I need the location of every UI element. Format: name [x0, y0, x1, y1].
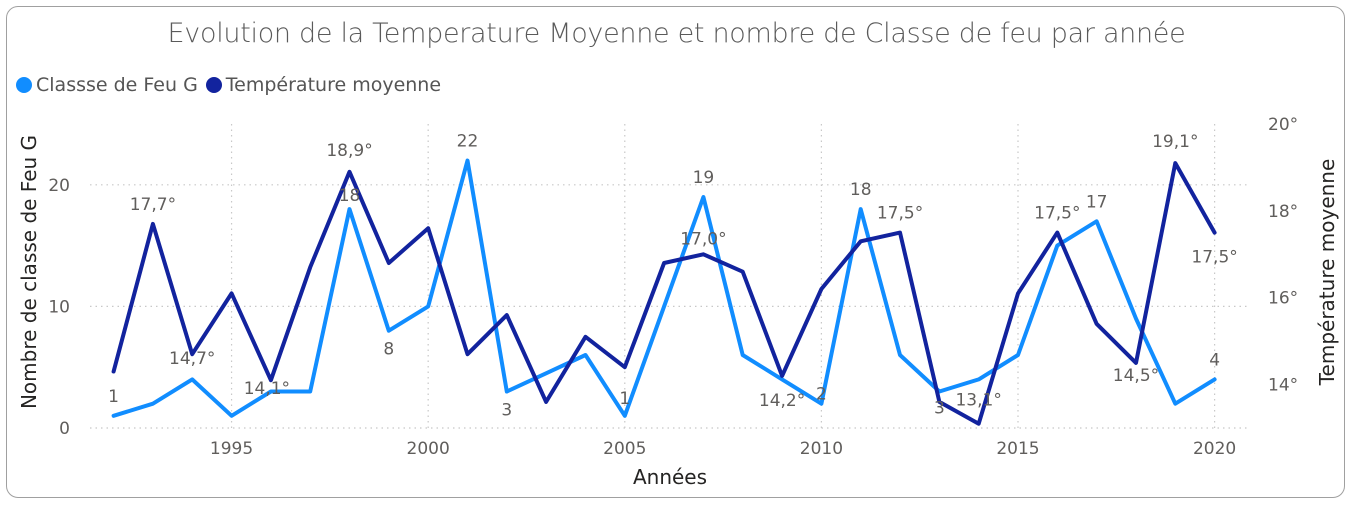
x-tick-label: 2015	[996, 439, 1039, 459]
legend-label-temperature: Température moyenne	[225, 74, 442, 96]
gridlines	[90, 124, 1250, 429]
feu-g-line[interactable]	[111, 158, 1217, 418]
legend-label-feu-g: Classse de Feu G	[36, 74, 198, 96]
temperature-data-label: 13,1°	[955, 391, 1001, 411]
chart-title: Evolution de la Temperature Moyenne et n…	[167, 18, 1186, 49]
axes: 1995 2000 2005 2010 2015 2020 0 10 20 14° 16° 18° 20…	[48, 115, 1298, 459]
x-tick-label: 2000	[407, 439, 450, 459]
temperature-data-label: 14,5°	[1113, 366, 1159, 386]
legend: Classse de Feu G Température moyenne	[16, 74, 449, 96]
y-tick-label: 20	[48, 176, 70, 196]
legend-item-feu-g[interactable]: Classse de Feu G	[16, 74, 198, 96]
temperature-line[interactable]	[111, 161, 1217, 426]
feu-g-data-label: 1	[108, 387, 119, 407]
temperature-data-label: 18,9°	[326, 141, 372, 161]
series-lines	[111, 158, 1217, 426]
feu-g-data-label: 2	[816, 385, 827, 405]
legend-dot-feu-g	[16, 77, 32, 93]
y-tick-label: 10	[48, 297, 70, 317]
feu-g-data-label: 18	[339, 186, 361, 206]
temperature-data-label: 17,7°	[130, 195, 176, 215]
feu-g-data-label: 22	[457, 131, 479, 151]
y-axis-title: Nombre de classe de Feu G	[17, 135, 41, 409]
temperature-data-label: 19,1°	[1152, 132, 1198, 152]
temperature-data-label: 17,5°	[877, 204, 923, 224]
y2-tick-label: 20°	[1268, 115, 1298, 135]
temperature-data-label: 14,2°	[759, 391, 805, 411]
feu-g-data-label: 3	[501, 401, 512, 421]
x-tick-label: 2010	[800, 439, 843, 459]
y-tick-label: 0	[59, 419, 70, 439]
temperature-data-label: 14,7°	[169, 349, 215, 369]
feu-g-data-label: 4	[1209, 350, 1220, 370]
x-axis-title: Années	[633, 465, 707, 489]
data-labels: 1 18 8 22 3 1 19 2 18 3 17 4 17,7° 14,7° 14,1° 18,9° 17,…	[108, 131, 1238, 420]
feu-g-data-label: 19	[693, 168, 715, 188]
x-tick-label: 2005	[603, 439, 646, 459]
y2-tick-label: 16°	[1268, 289, 1298, 309]
feu-g-data-label: 18	[850, 180, 872, 200]
x-tick-label: 1995	[210, 439, 253, 459]
y2-axis-title: Température moyenne	[1315, 159, 1339, 387]
x-tick-label: 2020	[1193, 439, 1236, 459]
temperature-data-label: 14,1°	[244, 379, 290, 399]
feu-g-data-label: 8	[383, 340, 394, 360]
feu-g-data-label: 3	[934, 399, 945, 419]
y2-tick-label: 14°	[1268, 376, 1298, 396]
y2-tick-label: 18°	[1268, 202, 1298, 222]
temperature-data-label: 17,5°	[1191, 248, 1237, 268]
temperature-data-label: 17,0°	[680, 229, 726, 249]
legend-dot-temperature	[205, 77, 222, 93]
feu-g-data-label: 17	[1086, 192, 1108, 212]
legend-item-temperature[interactable]: Température moyenne	[205, 74, 442, 96]
temperature-data-label: 17,5°	[1034, 204, 1080, 224]
feu-g-data-label: 1	[619, 389, 630, 409]
